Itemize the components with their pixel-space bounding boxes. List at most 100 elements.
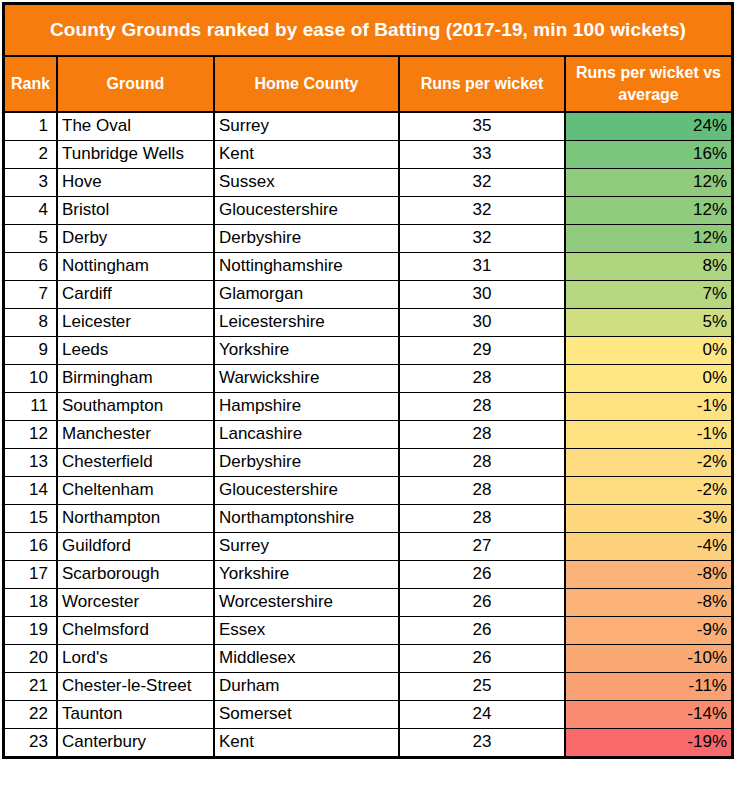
runs-per-wicket-cell: 28 <box>399 448 565 476</box>
home-county-cell: Hampshire <box>214 392 399 420</box>
ground-cell: Canterbury <box>57 728 214 756</box>
column-header-ground: Ground <box>57 57 214 112</box>
runs-per-wicket-cell: 26 <box>399 588 565 616</box>
runs-per-wicket-cell: 28 <box>399 392 565 420</box>
ground-cell: The Oval <box>57 112 214 140</box>
ground-cell: Lord's <box>57 644 214 672</box>
rank-cell: 21 <box>5 672 57 700</box>
rank-cell: 6 <box>5 252 57 280</box>
rank-cell: 1 <box>5 112 57 140</box>
runs-per-wicket-cell: 26 <box>399 644 565 672</box>
rank-cell: 23 <box>5 728 57 756</box>
table-row: 14 Cheltenham Gloucestershire 28 -2% <box>5 476 731 504</box>
rank-cell: 18 <box>5 588 57 616</box>
runs-per-wicket-cell: 31 <box>399 252 565 280</box>
runs-per-wicket-cell: 29 <box>399 336 565 364</box>
ground-cell: Birmingham <box>57 364 214 392</box>
rank-cell: 11 <box>5 392 57 420</box>
vs-average-cell: 16% <box>565 140 731 168</box>
table-row: 6 Nottingham Nottinghamshire 31 8% <box>5 252 731 280</box>
vs-average-cell: -4% <box>565 532 731 560</box>
vs-average-cell: 24% <box>565 112 731 140</box>
vs-average-cell: -2% <box>565 448 731 476</box>
rank-cell: 7 <box>5 280 57 308</box>
runs-per-wicket-cell: 28 <box>399 476 565 504</box>
table-row: 20 Lord's Middlesex 26 -10% <box>5 644 731 672</box>
runs-per-wicket-cell: 23 <box>399 728 565 756</box>
home-county-cell: Derbyshire <box>214 448 399 476</box>
runs-per-wicket-cell: 32 <box>399 224 565 252</box>
rank-cell: 22 <box>5 700 57 728</box>
ground-cell: Bristol <box>57 196 214 224</box>
home-county-cell: Northamptonshire <box>214 504 399 532</box>
vs-average-cell: 12% <box>565 196 731 224</box>
runs-per-wicket-cell: 25 <box>399 672 565 700</box>
runs-per-wicket-cell: 24 <box>399 700 565 728</box>
vs-average-cell: 0% <box>565 364 731 392</box>
runs-per-wicket-cell: 27 <box>399 532 565 560</box>
table-title: County Grounds ranked by ease of Batting… <box>5 5 731 57</box>
vs-average-cell: 5% <box>565 308 731 336</box>
rank-cell: 14 <box>5 476 57 504</box>
home-county-cell: Surrey <box>214 532 399 560</box>
vs-average-cell: 12% <box>565 224 731 252</box>
table-row: 9 Leeds Yorkshire 29 0% <box>5 336 731 364</box>
ranking-table-card: County Grounds ranked by ease of Batting… <box>2 2 734 759</box>
runs-per-wicket-cell: 28 <box>399 504 565 532</box>
ground-cell: Taunton <box>57 700 214 728</box>
vs-average-cell: -11% <box>565 672 731 700</box>
column-header-rank: Rank <box>5 57 57 112</box>
table-row: 1 The Oval Surrey 35 24% <box>5 112 731 140</box>
home-county-cell: Derbyshire <box>214 224 399 252</box>
home-county-cell: Surrey <box>214 112 399 140</box>
rank-cell: 13 <box>5 448 57 476</box>
table-row: 15 Northampton Northamptonshire 28 -3% <box>5 504 731 532</box>
ground-cell: Northampton <box>57 504 214 532</box>
home-county-cell: Yorkshire <box>214 336 399 364</box>
runs-per-wicket-cell: 30 <box>399 308 565 336</box>
runs-per-wicket-cell: 26 <box>399 616 565 644</box>
ground-cell: Cardiff <box>57 280 214 308</box>
vs-average-cell: -3% <box>565 504 731 532</box>
home-county-cell: Glamorgan <box>214 280 399 308</box>
column-header-home-county: Home County <box>214 57 399 112</box>
table-row: 16 Guildford Surrey 27 -4% <box>5 532 731 560</box>
vs-average-cell: -19% <box>565 728 731 756</box>
vs-average-cell: -1% <box>565 392 731 420</box>
vs-average-cell: -9% <box>565 616 731 644</box>
ground-cell: Nottingham <box>57 252 214 280</box>
rank-cell: 5 <box>5 224 57 252</box>
table-row: 2 Tunbridge Wells Kent 33 16% <box>5 140 731 168</box>
home-county-cell: Yorkshire <box>214 560 399 588</box>
ground-cell: Manchester <box>57 420 214 448</box>
table-row: 17 Scarborough Yorkshire 26 -8% <box>5 560 731 588</box>
ground-cell: Leeds <box>57 336 214 364</box>
vs-average-cell: -8% <box>565 588 731 616</box>
table-row: 8 Leicester Leicestershire 30 5% <box>5 308 731 336</box>
runs-per-wicket-cell: 26 <box>399 560 565 588</box>
runs-per-wicket-cell: 32 <box>399 196 565 224</box>
rank-cell: 20 <box>5 644 57 672</box>
vs-average-cell: -8% <box>565 560 731 588</box>
vs-average-cell: -14% <box>565 700 731 728</box>
runs-per-wicket-cell: 30 <box>399 280 565 308</box>
rank-cell: 15 <box>5 504 57 532</box>
table-header-row: Rank Ground Home County Runs per wicket … <box>5 57 731 112</box>
ground-cell: Derby <box>57 224 214 252</box>
runs-per-wicket-cell: 33 <box>399 140 565 168</box>
table-row: 11 Southampton Hampshire 28 -1% <box>5 392 731 420</box>
table-row: 12 Manchester Lancashire 28 -1% <box>5 420 731 448</box>
ground-cell: Chelmsford <box>57 616 214 644</box>
table-row: 3 Hove Sussex 32 12% <box>5 168 731 196</box>
rank-cell: 17 <box>5 560 57 588</box>
vs-average-cell: 12% <box>565 168 731 196</box>
runs-per-wicket-cell: 28 <box>399 364 565 392</box>
rank-cell: 9 <box>5 336 57 364</box>
rank-cell: 8 <box>5 308 57 336</box>
vs-average-cell: 0% <box>565 336 731 364</box>
rank-cell: 12 <box>5 420 57 448</box>
home-county-cell: Middlesex <box>214 644 399 672</box>
vs-average-cell: 7% <box>565 280 731 308</box>
home-county-cell: Lancashire <box>214 420 399 448</box>
ground-cell: Hove <box>57 168 214 196</box>
